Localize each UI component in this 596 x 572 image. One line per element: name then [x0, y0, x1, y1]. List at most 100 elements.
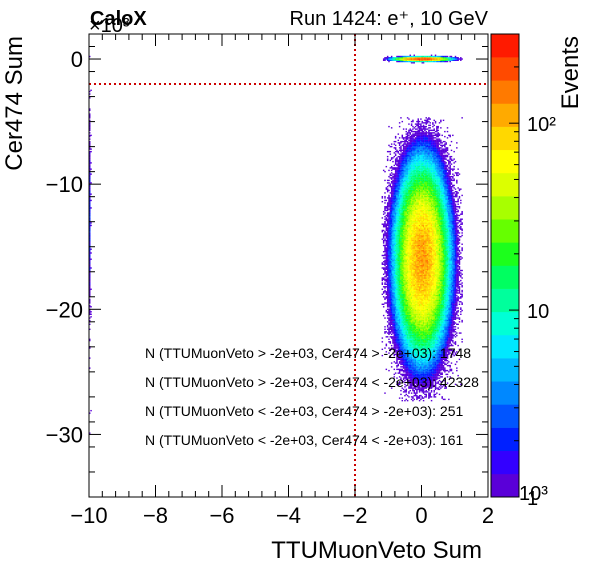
heatmap-cell-main — [406, 205, 409, 208]
heatmap-cell-main — [404, 213, 406, 215]
heatmap-cell-main — [398, 174, 401, 177]
heatmap-cell-main — [384, 302, 386, 304]
heatmap-cell-main — [413, 298, 415, 300]
heatmap-cell-main — [420, 218, 422, 220]
heatmap-cell-main — [417, 352, 419, 354]
heatmap-cell-main — [409, 223, 412, 225]
heatmap-cell-main — [389, 226, 392, 228]
heatmap-cell-main — [392, 317, 394, 319]
heatmap-cell-main — [396, 195, 398, 198]
heatmap-cell-main — [406, 144, 409, 147]
heatmap-cell-main — [405, 284, 408, 287]
heatmap-cell-main — [398, 297, 401, 299]
heatmap-cell-main — [408, 363, 410, 366]
heatmap-cell-main — [412, 120, 414, 123]
heatmap-cell-main — [390, 301, 393, 303]
heatmap-cell-main — [404, 294, 406, 297]
heatmap-cell-main — [413, 294, 415, 297]
heatmap-cell-main — [416, 197, 418, 199]
heatmap-cell-main — [384, 291, 386, 293]
heatmap-cell-main — [397, 336, 400, 338]
heatmap-cell-main — [413, 150, 415, 153]
heatmap-cell-main — [420, 332, 422, 334]
heatmap-cell-main — [412, 125, 414, 128]
heatmap-cell-main — [405, 353, 408, 356]
heatmap-cell-main — [410, 343, 413, 346]
heatmap-cell-main — [410, 326, 413, 328]
heatmap-cell-main — [394, 323, 397, 326]
heatmap-cell-main — [394, 218, 397, 220]
heatmap-cell-main — [392, 210, 394, 213]
heatmap-cell-main — [408, 163, 410, 165]
heatmap-cell-main — [414, 144, 417, 147]
heatmap-cell-main — [397, 288, 400, 290]
heatmap-cell-main — [405, 337, 408, 339]
heatmap-cell-main — [405, 371, 408, 373]
heatmap-cell-main — [386, 284, 389, 287]
heatmap-cell-main — [404, 349, 406, 352]
heatmap-cell-main — [393, 199, 396, 202]
heatmap-cell-main — [402, 256, 405, 258]
heatmap-cell-main — [390, 205, 393, 208]
heatmap-cell-main — [418, 165, 421, 168]
heatmap-cell-main — [404, 173, 406, 175]
heatmap-cell-main — [382, 236, 385, 238]
heatmap-cell-main — [420, 321, 422, 323]
heatmap-cell-main — [420, 306, 422, 308]
heatmap-cell-main — [394, 202, 397, 204]
heatmap-cell-main — [400, 194, 402, 197]
heatmap-cell-main — [400, 289, 402, 292]
heatmap-cell-main — [414, 297, 417, 299]
heatmap-cell-main — [416, 178, 418, 180]
heatmap-cell-main — [420, 236, 422, 238]
heatmap-cell-main — [396, 278, 398, 280]
heatmap-cell-main — [394, 158, 397, 160]
heatmap-cell-main — [392, 318, 394, 321]
heatmap-cell-main — [410, 263, 413, 265]
heatmap-cell-main — [398, 144, 401, 147]
heatmap-cell-main — [404, 200, 406, 203]
heatmap-cell-main — [413, 356, 415, 358]
heatmap-cell-main — [392, 195, 394, 198]
heatmap-cell-main — [405, 185, 408, 188]
heatmap-cell-main — [396, 210, 398, 213]
heatmap-cell-main — [410, 261, 413, 263]
heatmap-cell-main — [418, 228, 421, 230]
heatmap-cell-main — [413, 153, 415, 155]
heatmap-cell-main — [385, 165, 388, 168]
heatmap-cell-main — [420, 276, 422, 278]
heatmap-cell-main — [413, 187, 415, 189]
heatmap-cell-main — [404, 281, 406, 283]
heatmap-cell-main — [406, 157, 409, 159]
heatmap-cell-main — [416, 256, 418, 258]
heatmap-cell-main — [389, 273, 392, 275]
heatmap-cell-main — [382, 241, 385, 243]
heatmap-cell-main — [386, 182, 389, 184]
heatmap-cell-main — [416, 261, 418, 263]
heatmap-cell-main — [405, 332, 408, 334]
heatmap-cell-main — [410, 379, 413, 382]
heatmap-cell-main — [388, 286, 390, 288]
heatmap-cell-main — [417, 179, 419, 182]
heatmap-cell-main — [416, 207, 418, 209]
heatmap-cell-main — [398, 194, 401, 197]
heatmap-cell-main — [417, 364, 419, 367]
heatmap-cell-main — [406, 292, 409, 294]
heatmap-cell-main — [404, 374, 406, 377]
heatmap-cell-main — [406, 231, 409, 233]
heatmap-cell-main — [418, 262, 421, 264]
heatmap-cell-main — [398, 361, 401, 363]
heatmap-cell-main — [396, 346, 398, 348]
heatmap-cell-main — [420, 359, 422, 362]
heatmap-cell-main — [404, 273, 406, 275]
heatmap-cell-main — [401, 243, 404, 245]
heatmap-cell-main — [409, 254, 412, 257]
heatmap-cell-main — [417, 314, 419, 317]
heatmap-cell-main — [393, 331, 396, 333]
heatmap-cell-main — [418, 387, 421, 389]
heatmap-cell-main — [381, 282, 384, 284]
heatmap-cell-main — [412, 184, 414, 187]
heatmap-cell-main — [410, 204, 413, 207]
heatmap-cell-main — [420, 351, 422, 353]
heatmap-cell-main — [398, 302, 401, 304]
